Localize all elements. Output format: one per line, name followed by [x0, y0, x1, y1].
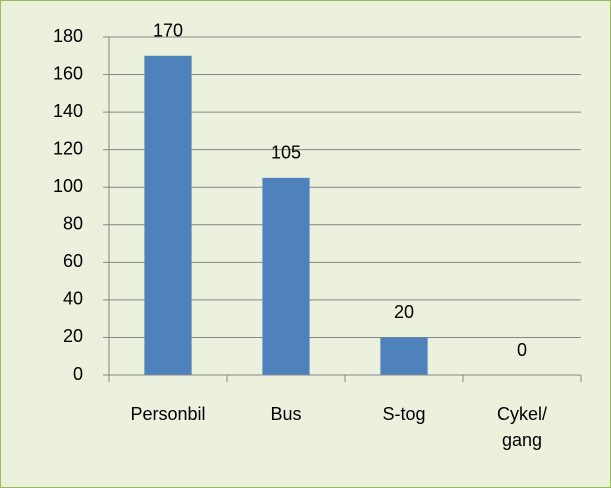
y-tick-label: 80: [63, 214, 83, 234]
y-tick-label: 60: [63, 251, 83, 271]
bar: [262, 177, 310, 375]
y-tick-label: 140: [53, 101, 83, 121]
y-tick-label: 20: [63, 326, 83, 346]
data-label: 0: [517, 340, 527, 360]
x-tick-label: Personbil: [130, 404, 206, 424]
bar: [380, 337, 428, 375]
bar: [144, 55, 192, 376]
x-tick-label: Bus: [270, 404, 302, 424]
data-label: 20: [394, 302, 414, 322]
y-tick-label: 0: [73, 364, 83, 384]
y-tick-label: 180: [53, 26, 83, 46]
y-tick-label: 120: [53, 138, 83, 158]
data-label: 105: [271, 143, 301, 163]
y-tick-label: 40: [63, 289, 83, 309]
data-label: 170: [153, 21, 183, 41]
x-tick-label: S-tog: [382, 404, 426, 424]
x-tick-label: Cykel/ gang: [496, 404, 547, 450]
y-tick-label: 160: [53, 63, 83, 83]
y-tick-label: 100: [53, 176, 83, 196]
